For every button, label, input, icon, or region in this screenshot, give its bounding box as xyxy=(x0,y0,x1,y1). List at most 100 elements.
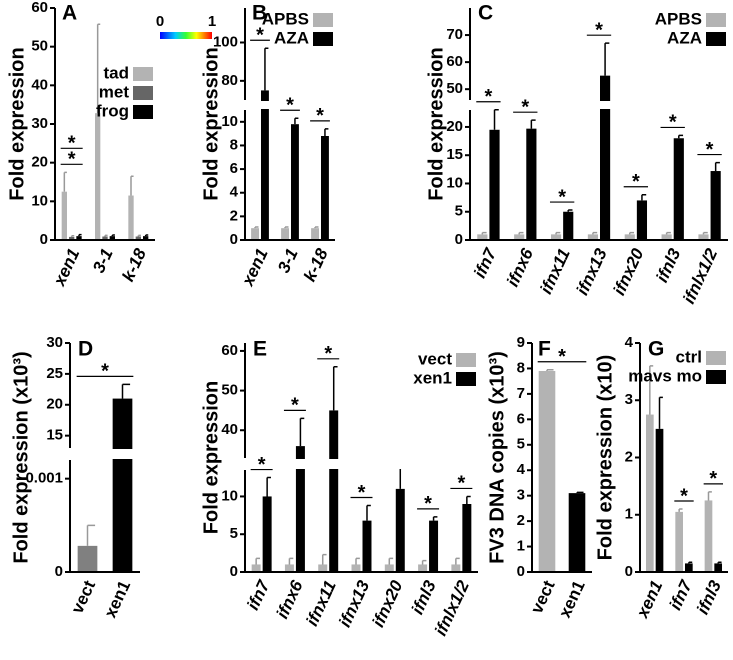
panel-letter: C xyxy=(478,2,493,25)
bar xyxy=(685,563,693,572)
bar xyxy=(526,128,537,240)
bar xyxy=(429,520,439,572)
bar xyxy=(587,234,598,240)
bar xyxy=(251,228,259,240)
bar xyxy=(550,234,562,240)
y-tick-label: 30 xyxy=(46,334,63,351)
y-axis-label: FV3 DNA copies (x10³) xyxy=(486,351,508,564)
y-tick-label: 8 xyxy=(517,359,525,376)
y-tick-label: 0 xyxy=(40,231,48,248)
x-tick-label: ifnx20 xyxy=(368,577,406,630)
y-tick-label: 8 xyxy=(230,136,238,153)
error-bar xyxy=(702,231,708,235)
error-bar xyxy=(255,557,260,565)
significance-star: * xyxy=(485,86,493,108)
error-bar xyxy=(678,134,684,139)
error-bar xyxy=(332,366,338,411)
x-tick-label: xen1 xyxy=(555,578,589,621)
error-bar xyxy=(555,231,561,235)
legend-swatch xyxy=(456,372,476,386)
legend-swatch xyxy=(706,13,726,27)
y-tick-label: 0 xyxy=(230,563,238,580)
legend-label: mavs mo xyxy=(628,366,702,385)
x-tick-label: ifnx6 xyxy=(273,577,307,621)
y-tick-label: 60 xyxy=(221,342,238,359)
error-bar xyxy=(264,47,269,91)
error-bar xyxy=(649,365,654,415)
error-bar xyxy=(466,495,471,504)
y-tick-label: 20 xyxy=(31,154,48,171)
bar xyxy=(600,75,611,240)
error-bar xyxy=(481,231,487,235)
error-bar xyxy=(96,23,101,114)
y-axis-label: Fold expression xyxy=(200,381,222,534)
error-bar xyxy=(294,117,299,125)
y-tick-label: 5 xyxy=(455,203,463,220)
bar xyxy=(462,504,472,572)
error-bar xyxy=(641,194,647,201)
y-tick-label: 2 xyxy=(625,448,633,465)
x-tick-label: ifnlx1/2 xyxy=(679,245,721,307)
y-axis-label: Fold expression (x10³) xyxy=(10,351,32,563)
legend-label: APBS xyxy=(262,9,309,28)
bar xyxy=(76,236,82,240)
x-tick-label: vect xyxy=(68,577,100,616)
error-bar xyxy=(388,557,394,565)
y-tick-label: 2 xyxy=(230,207,238,224)
error-bar xyxy=(366,504,371,521)
axis-break xyxy=(237,101,339,109)
y-tick-label: 0.001 xyxy=(25,470,63,487)
bar xyxy=(291,124,299,240)
panel-letter: A xyxy=(62,2,77,25)
legend-swatch xyxy=(313,32,333,46)
error-bar xyxy=(546,368,554,371)
bar xyxy=(538,370,556,572)
error-bar xyxy=(493,109,499,130)
legend-swatch xyxy=(706,32,726,46)
legend-swatch xyxy=(456,353,476,367)
bar xyxy=(281,228,289,240)
error-bar xyxy=(518,231,524,235)
legend-label: APBS xyxy=(655,9,702,28)
y-axis-label: Fold expression xyxy=(200,47,222,200)
bar xyxy=(395,488,405,572)
error-bar xyxy=(658,396,663,429)
legend-swatch xyxy=(706,370,726,384)
y-tick-label: 0 xyxy=(230,231,238,248)
x-tick-label: xen1 xyxy=(49,246,83,290)
error-bar xyxy=(254,226,259,229)
significance-star: * xyxy=(258,454,266,476)
bar xyxy=(295,446,305,572)
error-bar xyxy=(567,209,573,212)
y-tick-label: 9 xyxy=(517,334,525,351)
y-tick-label: 60 xyxy=(31,0,48,16)
y-tick-label: 80 xyxy=(221,72,238,89)
error-bar xyxy=(421,559,427,565)
error-bar xyxy=(714,161,720,172)
panel-letter: G xyxy=(648,338,664,361)
x-tick-label: xen1 xyxy=(101,578,135,621)
bar xyxy=(321,136,329,240)
legend-label: AZA xyxy=(667,28,702,47)
bar xyxy=(704,500,713,572)
y-tick-label: 1 xyxy=(625,506,633,523)
bar xyxy=(135,236,141,240)
legend-swatch xyxy=(313,13,333,27)
y-tick-label: 20 xyxy=(46,396,63,413)
x-tick-label: 3-1 xyxy=(89,246,117,276)
legend-label: met xyxy=(99,82,130,101)
x-tick-label: ifnl3 xyxy=(693,577,725,617)
significance-star: * xyxy=(286,95,294,117)
error-bar xyxy=(86,524,96,546)
significance-star: * xyxy=(68,149,76,171)
bar xyxy=(673,138,684,240)
bar xyxy=(710,171,721,240)
bar xyxy=(661,234,672,240)
error-bar xyxy=(284,226,289,229)
axis-break xyxy=(237,459,482,469)
error-bar xyxy=(137,234,141,237)
y-tick-label: 50 xyxy=(221,382,238,399)
x-tick-label: ifnx11 xyxy=(536,246,573,297)
legend-swatch xyxy=(706,351,726,365)
y-tick-label: 0 xyxy=(625,563,633,580)
